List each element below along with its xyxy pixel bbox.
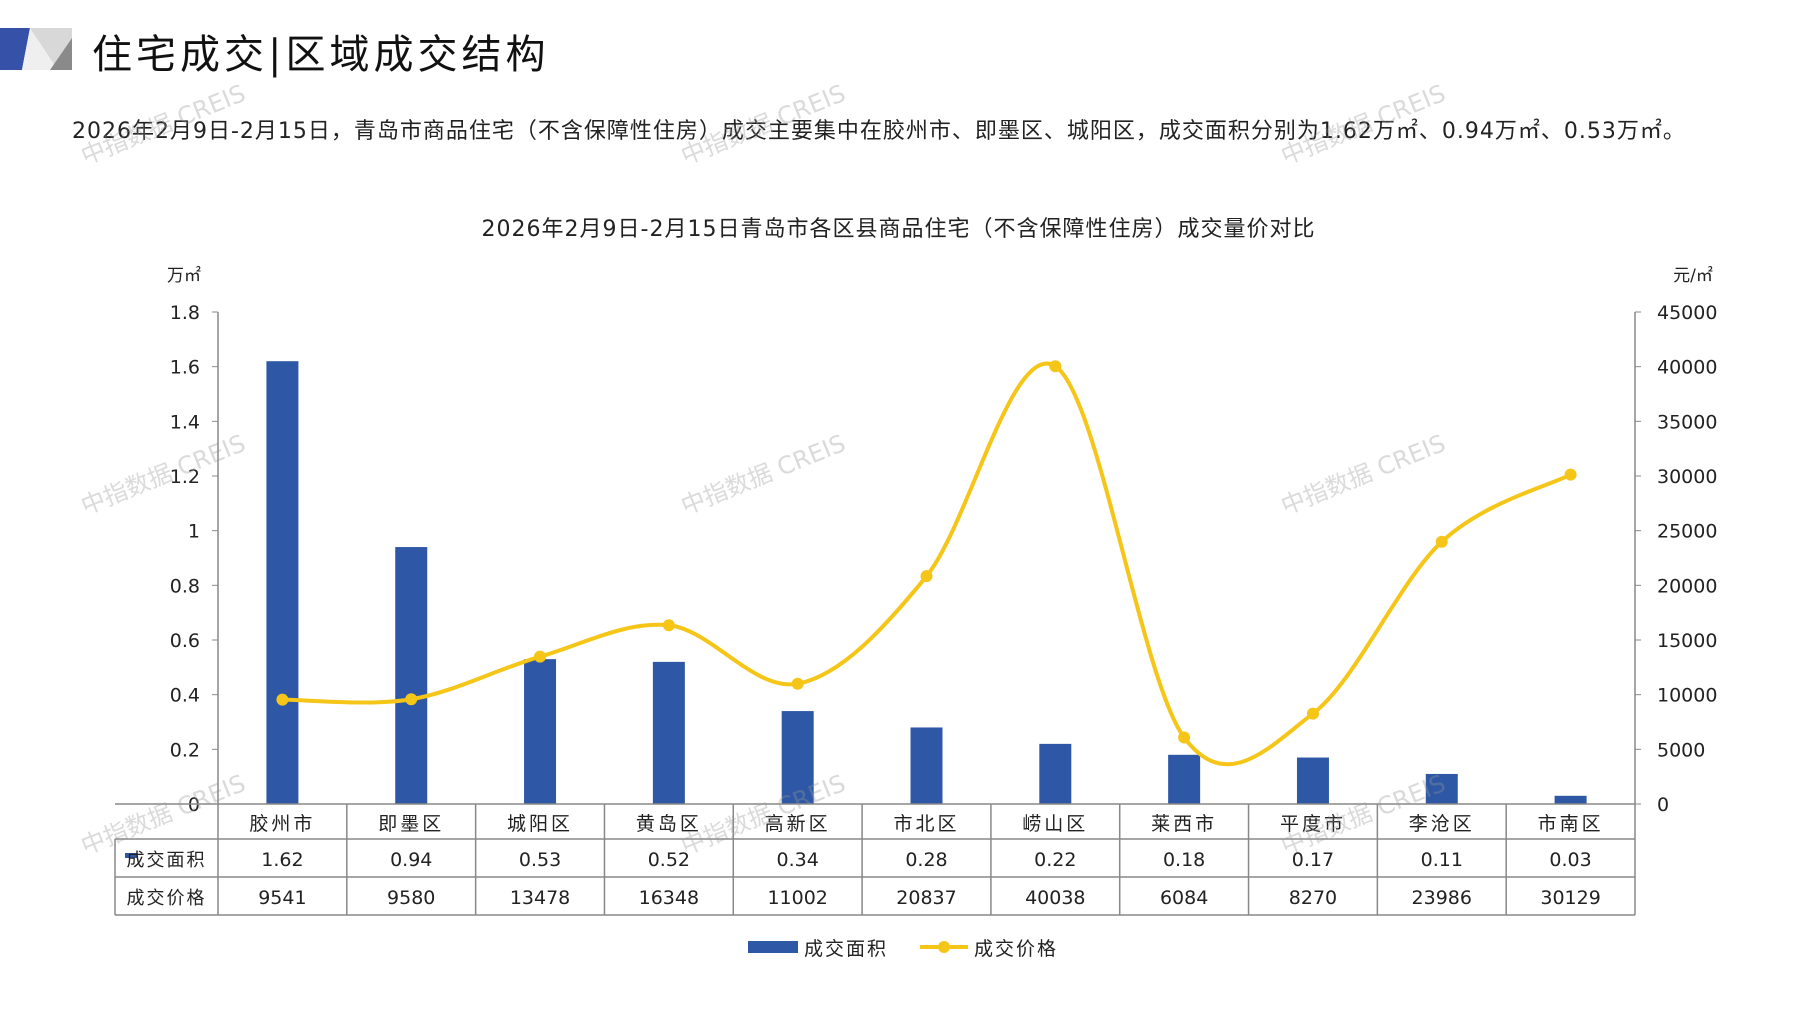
price-point-黄岛区 — [662, 619, 675, 632]
y2-tick-label: 35000 — [1657, 411, 1717, 433]
price-point-平度市 — [1306, 707, 1319, 720]
area-value: 1.62 — [261, 849, 303, 871]
area-value: 0.94 — [390, 849, 432, 871]
category-label: 高新区 — [765, 813, 831, 835]
price-point-崂山区 — [1049, 360, 1062, 373]
price-value: 16348 — [639, 887, 699, 909]
area-value: 0.17 — [1292, 849, 1334, 871]
bar-胶州市 — [266, 361, 299, 804]
bar-李沧区 — [1425, 773, 1458, 804]
category-label: 平度市 — [1280, 813, 1346, 835]
y-tick-label: 1.2 — [170, 466, 200, 488]
category-label: 李沧区 — [1409, 813, 1475, 835]
area-value: 0.34 — [777, 849, 819, 871]
price-value: 9541 — [258, 887, 306, 909]
y2-tick-label: 10000 — [1657, 685, 1717, 707]
y-tick-label: 0.6 — [170, 630, 200, 652]
y-tick-label: 0 — [188, 794, 200, 816]
y2-tick-label: 30000 — [1657, 466, 1717, 488]
bar-崂山区 — [1039, 743, 1072, 804]
page-title: 住宅成交|区域成交结构 — [92, 32, 550, 78]
y-axis-unit: 万㎡ — [167, 266, 201, 286]
y2-tick-label: 45000 — [1657, 302, 1717, 324]
price-value: 20837 — [896, 887, 956, 909]
row-header-area: 成交面积 — [127, 850, 207, 871]
y2-tick-label: 25000 — [1657, 521, 1717, 543]
chart-title: 2026年2月9日-2月15日青岛市各区县商品住宅（不含保障性住房）成交量价对比 — [481, 217, 1316, 242]
y-tick-label: 1.6 — [170, 357, 200, 379]
y2-tick-label: 5000 — [1657, 739, 1705, 761]
area-value: 0.53 — [519, 849, 561, 871]
price-value: 23986 — [1412, 887, 1472, 909]
y2-tick-label: 0 — [1657, 794, 1669, 816]
area-value: 0.03 — [1549, 849, 1591, 871]
y-tick-label: 0.4 — [170, 685, 200, 707]
category-label: 市南区 — [1538, 813, 1604, 835]
area-value: 0.28 — [905, 849, 947, 871]
category-label: 胶州市 — [249, 813, 315, 835]
logo — [0, 28, 72, 70]
area-value: 0.18 — [1163, 849, 1205, 871]
y2-axis-unit: 元/㎡ — [1673, 266, 1713, 286]
price-point-李沧区 — [1435, 535, 1448, 548]
category-label: 莱西市 — [1151, 813, 1217, 835]
y-tick-label: 1 — [188, 521, 200, 543]
row-header-price: 成交价格 — [127, 888, 207, 909]
y-tick-label: 0.8 — [170, 575, 200, 597]
category-label: 即墨区 — [378, 813, 444, 835]
bar-高新区 — [781, 711, 814, 804]
bar-平度市 — [1296, 757, 1329, 804]
bar-市北区 — [910, 727, 943, 804]
price-point-市南区 — [1564, 468, 1577, 481]
bar-黄岛区 — [652, 661, 685, 804]
area-value: 0.11 — [1421, 849, 1463, 871]
category-label: 市北区 — [893, 813, 959, 835]
category-label: 黄岛区 — [636, 813, 702, 835]
table-legend-bar — [125, 853, 137, 858]
price-value: 6084 — [1160, 887, 1208, 909]
area-value: 0.52 — [648, 849, 690, 871]
legend-area-label: 成交面积 — [804, 938, 888, 960]
price-point-市北区 — [920, 570, 933, 583]
y-tick-label: 1.8 — [170, 302, 200, 324]
category-label: 崂山区 — [1022, 813, 1088, 835]
bar-即墨区 — [395, 547, 428, 804]
price-point-莱西市 — [1178, 731, 1191, 744]
y-tick-label: 0.2 — [170, 739, 200, 761]
price-value: 8270 — [1289, 887, 1337, 909]
price-line — [282, 361, 1572, 767]
y2-tick-label: 15000 — [1657, 630, 1717, 652]
price-value: 11002 — [767, 887, 827, 909]
legend-price-label: 成交价格 — [974, 938, 1058, 960]
price-point-胶州市 — [276, 693, 289, 706]
summary-paragraph: 2026年2月9日-2月15日，青岛市商品住宅（不含保障性住房）成交主要集中在胶… — [72, 119, 1686, 144]
price-value: 30129 — [1540, 887, 1600, 909]
price-value: 13478 — [510, 887, 570, 909]
bar-城阳区 — [524, 659, 557, 804]
bar-莱西市 — [1168, 754, 1201, 804]
legend-bar-swatch — [748, 941, 798, 953]
y2-tick-label: 40000 — [1657, 357, 1717, 379]
price-point-城阳区 — [534, 650, 547, 663]
price-point-即墨区 — [405, 693, 418, 706]
bar-市南区 — [1554, 795, 1587, 804]
y-tick-label: 1.4 — [170, 411, 200, 433]
area-value: 0.22 — [1034, 849, 1076, 871]
price-value: 40038 — [1025, 887, 1085, 909]
legend-line-marker — [938, 941, 950, 953]
price-value: 9580 — [387, 887, 435, 909]
price-point-高新区 — [791, 677, 804, 690]
y2-tick-label: 20000 — [1657, 575, 1717, 597]
category-label: 城阳区 — [507, 813, 573, 835]
